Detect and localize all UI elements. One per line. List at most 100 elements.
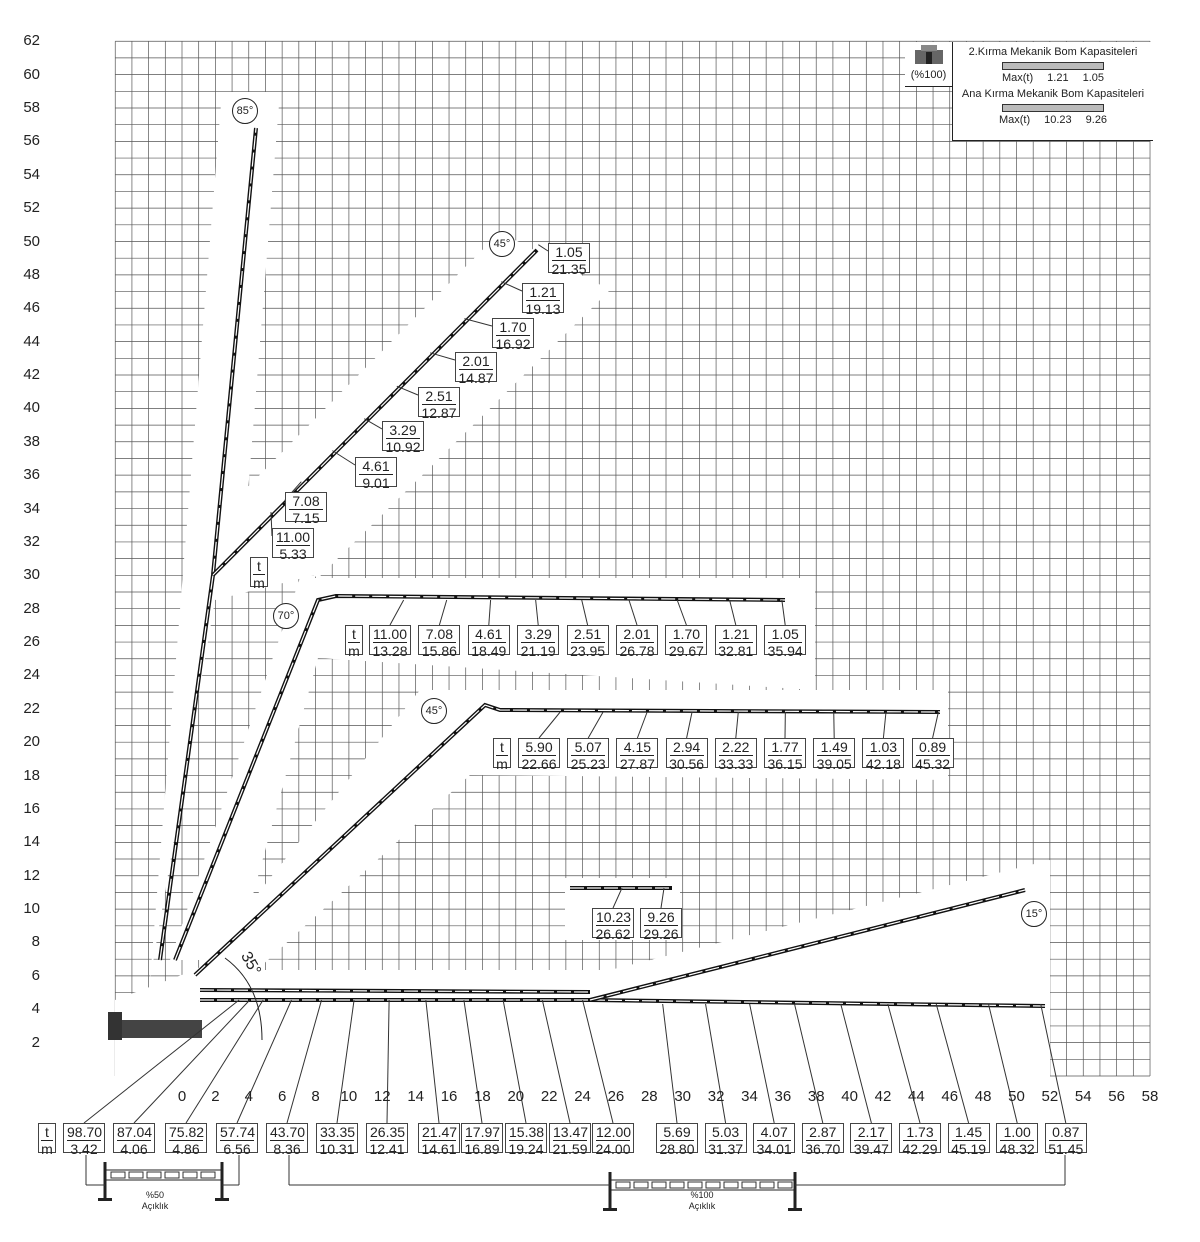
capacity-label: 5.07 25.23 (567, 738, 610, 771)
x-tick-label: 8 (311, 1088, 320, 1105)
capacity-tons: 7.08 (422, 627, 457, 643)
x-tick: 22 (534, 1088, 564, 1105)
leader-line (1040, 1003, 1067, 1124)
y-tick: 10 (0, 900, 40, 917)
x-tick: 10 (334, 1088, 364, 1105)
y-tick: 18 (0, 767, 40, 784)
capacity-envelope (170, 578, 815, 960)
x-tick-label: 56 (1108, 1088, 1125, 1105)
capacity-label: 0.87 51.45 (1044, 1123, 1087, 1157)
leader-line (541, 999, 571, 1124)
leader-line (686, 711, 693, 739)
outrigger-segment (128, 1171, 144, 1179)
y-tick: 14 (0, 833, 40, 850)
capacity-label: 2.51 12.87 (418, 387, 460, 421)
outrigger-segment (723, 1181, 739, 1189)
y-tick-label: 58 (23, 98, 40, 116)
capacity-tons: 3.29 (521, 627, 556, 643)
capacity-tons: 7.08 (289, 494, 323, 510)
x-tick-label: 10 (340, 1088, 358, 1105)
reach-meters: 14.61 (421, 1141, 457, 1157)
capacity-label: 4.61 9.01 (355, 457, 397, 490)
capacity-label: 5.69 28.80 (656, 1123, 698, 1156)
leader-line (336, 999, 355, 1124)
x-tick: 0 (167, 1088, 197, 1105)
outrigger-segment (200, 1171, 216, 1179)
capacity-tons: 2.87 (805, 1125, 840, 1141)
capacity-tons: 2.94 (669, 740, 704, 756)
reach-meters: 42.29 (902, 1141, 938, 1157)
y-tick: 28 (0, 600, 40, 617)
capacity-label: 11.00 13.28 (369, 625, 411, 658)
capacity-tons: 43.70 (270, 1124, 306, 1141)
capacity-label: 1.21 19.13 (522, 283, 564, 316)
y-tick-label: 46 (23, 299, 40, 317)
capacity-label: 2.51 23.95 (566, 625, 609, 658)
y-tick-label: 48 (23, 265, 40, 283)
leader-line (735, 711, 739, 739)
y-tick: 16 (0, 800, 40, 817)
x-tick-label: 42 (874, 1088, 892, 1105)
outrigger-percent: %50 (145, 1190, 164, 1200)
capacity-tons: 15.38 (509, 1124, 545, 1141)
y-tick: 36 (0, 466, 40, 483)
y-tick-label: 14 (23, 833, 40, 851)
leader-line (882, 711, 887, 739)
reach-meters: 29.67 (668, 643, 704, 659)
angle-marker: 70° (273, 603, 299, 629)
y-tick: 22 (0, 700, 40, 717)
x-tick: 36 (768, 1088, 798, 1105)
x-tick: 48 (968, 1088, 998, 1105)
legend-title-main-boom: Ana Kırma Mekanik Bom Kapasiteleri (961, 88, 1145, 100)
leader-line (729, 599, 737, 626)
capacity-tons: t (253, 559, 265, 575)
y-tick-label: 18 (23, 766, 40, 784)
legend-boom-bar (1002, 104, 1104, 112)
capacity-tons: 1.03 (866, 740, 901, 756)
reach-meters: 6.56 (223, 1141, 251, 1157)
capacity-tons: 21.47 (422, 1124, 458, 1141)
x-tick-label: 40 (841, 1088, 858, 1105)
y-tick: 40 (0, 399, 40, 416)
y-tick-label: 60 (23, 65, 40, 83)
angle-value: 85° (236, 105, 254, 117)
reach-meters: 12.87 (421, 405, 457, 421)
reach-meters: 51.45 (1048, 1141, 1084, 1157)
capacity-label: 4.07 34.01 (753, 1123, 796, 1157)
y-tick: 62 (0, 32, 40, 49)
leader-line (587, 711, 604, 739)
capacity-tons: 57.74 (220, 1124, 256, 1141)
y-tick: 46 (0, 299, 40, 316)
x-tick: 58 (1135, 1088, 1165, 1105)
y-tick: 20 (0, 733, 40, 750)
y-tick-label: 40 (23, 399, 40, 417)
reach-meters: 36.15 (767, 756, 803, 772)
y-tick-label: 44 (23, 332, 40, 350)
y-tick-label: 36 (23, 466, 40, 484)
leader-line (538, 711, 561, 739)
y-tick: 32 (0, 533, 40, 550)
reach-meters: 34.01 (756, 1141, 792, 1157)
x-tick-label: 44 (908, 1088, 925, 1105)
y-tick-label: 50 (23, 232, 40, 250)
reach-meters: 15.86 (421, 643, 457, 659)
reach-meters: 26.62 (595, 926, 631, 942)
angle-marker: 45° (421, 698, 447, 724)
capacity-tons: 1.70 (496, 320, 530, 336)
leader-line (286, 999, 323, 1124)
capacity-label: 26.35 12.41 (366, 1123, 408, 1156)
capacity-tons: 2.22 (718, 740, 753, 756)
reach-meters: 14.87 (458, 370, 494, 386)
outrigger-segment (741, 1181, 757, 1189)
reach-meters: 26.78 (619, 643, 655, 659)
outrigger-segment (164, 1171, 180, 1179)
leader-line (840, 1003, 872, 1124)
capacity-tons: 5.90 (522, 740, 556, 756)
capacity-label: 11.00 5.33 (272, 528, 314, 561)
y-tick: 2 (0, 1034, 40, 1051)
y-tick-label: 56 (23, 132, 40, 150)
reach-meters: 29.26 (643, 926, 679, 942)
reach-meters: 39.05 (816, 756, 852, 772)
x-tick-label: 26 (607, 1088, 625, 1105)
